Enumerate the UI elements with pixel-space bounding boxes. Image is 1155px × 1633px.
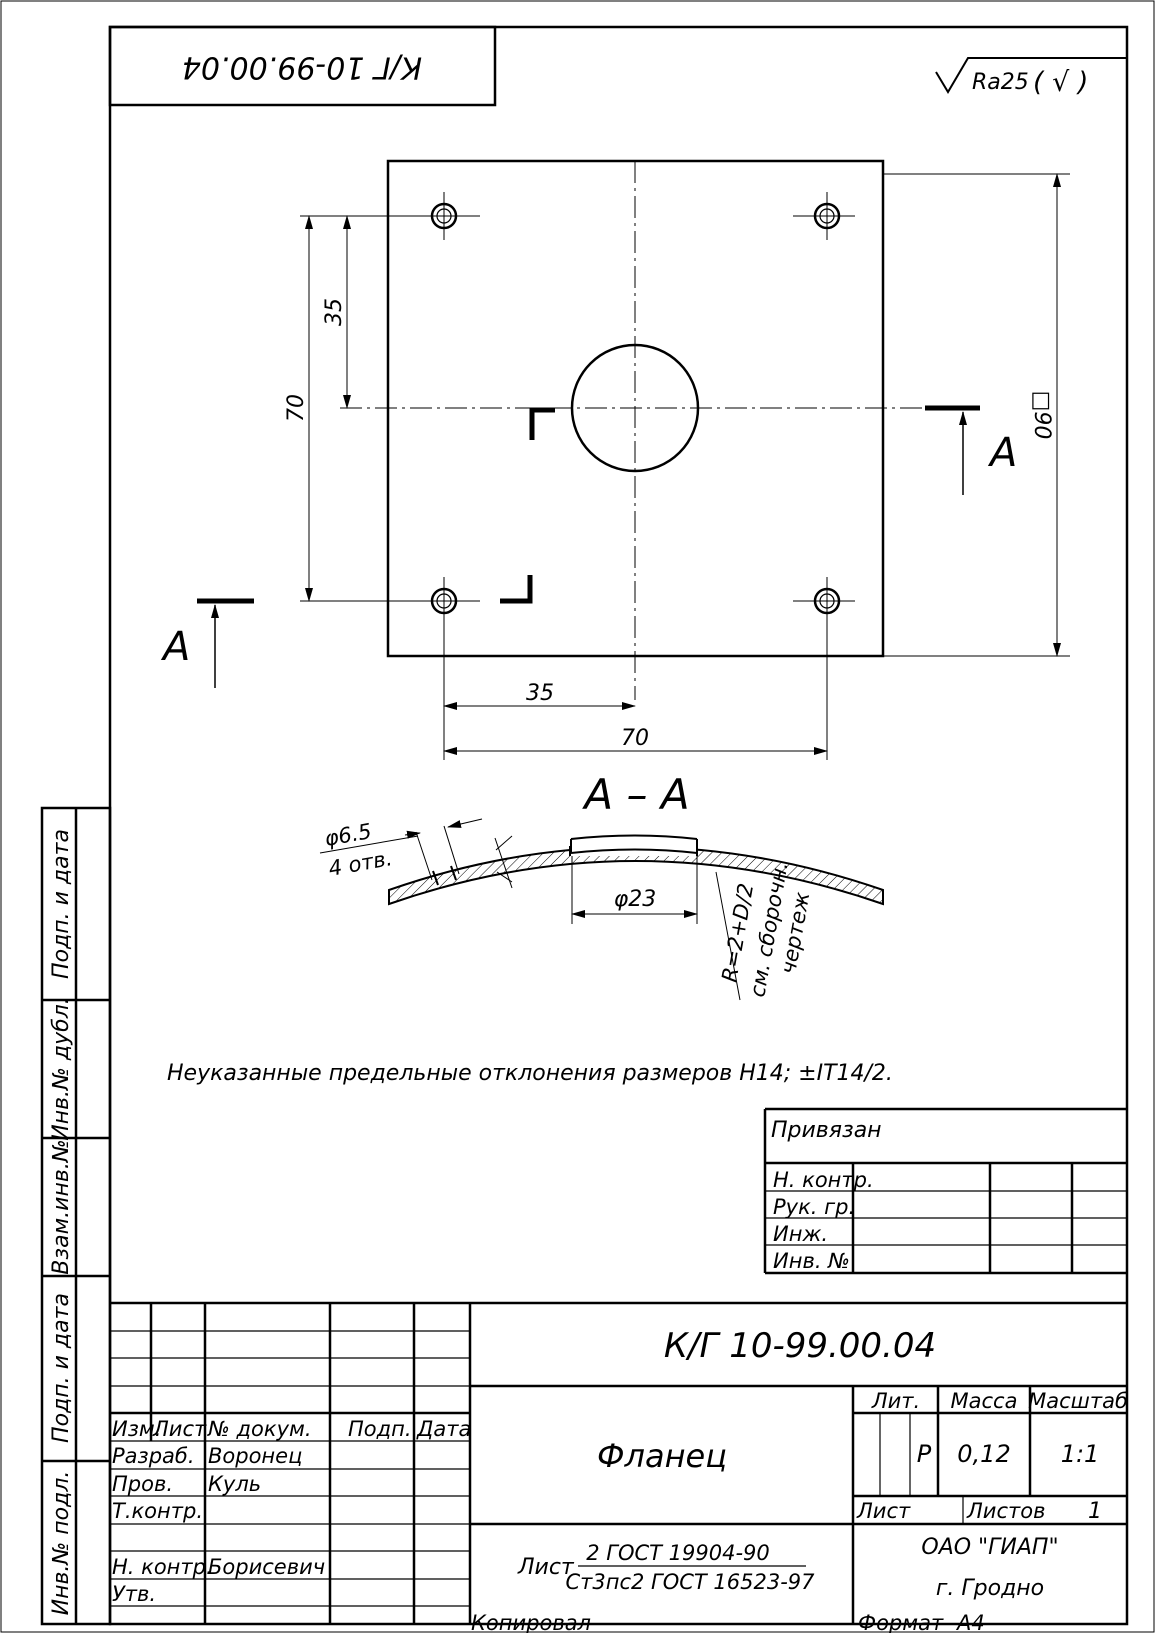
binding-title: Привязан: [771, 1118, 882, 1143]
side-label-3: Взам.инв.№: [49, 1139, 74, 1274]
corner-holes: [420, 192, 855, 625]
hdr-doc: № докум.: [207, 1417, 312, 1441]
side-label-2: Инв.№ дубл.: [49, 997, 74, 1141]
section-view: А – А φ6.5 4 отв. φ23 R=2+D/2 см. сбороч…: [319, 770, 884, 1001]
section-label-right: А: [987, 430, 1017, 476]
tolerance-note: Неуказанные предельные отклонения размер…: [167, 1061, 893, 1086]
center-hole: [570, 343, 700, 473]
dim-h35: 35: [526, 681, 554, 706]
role-razrab: Разраб.: [112, 1444, 195, 1468]
hdr-izm: Изм.: [112, 1417, 161, 1441]
dim-h70: 70: [621, 726, 649, 751]
role-nkontr: Н. контр.: [112, 1555, 213, 1579]
scale-value: 1:1: [1061, 1440, 1100, 1468]
scale-header: Масштаб: [1028, 1389, 1128, 1413]
role-prov: Пров.: [112, 1472, 173, 1496]
material-bottom: Ст3пс2 ГОСТ 16523-97: [565, 1570, 815, 1594]
name-prov: Куль: [208, 1472, 261, 1496]
dim-v35: 35: [322, 298, 347, 326]
mass-header: Масса: [951, 1389, 1018, 1413]
dim-v70: 70: [284, 394, 309, 422]
footer: Копировал Формат А4: [471, 1611, 985, 1633]
part-name: Фланец: [597, 1437, 727, 1475]
org-name: ОАО "ГИАП": [921, 1535, 1058, 1560]
side-label-1: Подп. и дата: [49, 829, 74, 979]
side-label-4: Подп. и дата: [49, 1293, 74, 1443]
doc-number: К/Г 10-99.00.04: [664, 1326, 936, 1366]
rotated-stamp-text: К/Г 10-99.00.04: [182, 50, 422, 85]
role-utv: Утв.: [112, 1582, 156, 1606]
name-nkontr: Борисевич: [208, 1555, 325, 1579]
hdr-date: Дата: [416, 1417, 471, 1441]
lit-value: Р: [917, 1440, 932, 1468]
name-razrab: Воронец: [208, 1444, 302, 1468]
section-hole-dia: φ6.5: [323, 819, 374, 851]
section-holes-count: 4 отв.: [327, 846, 394, 881]
binding-block: Привязан Н. контр. Рук. гр. Инж. Инв. №: [763, 1107, 1127, 1275]
roughness-value: Ra25: [972, 70, 1029, 95]
hdr-list: Лист: [152, 1417, 207, 1441]
binding-row-2: Рук. гр.: [773, 1195, 855, 1219]
side-strip: Подп. и дата Инв.№ дубл. Взам.инв.№ Подп…: [40, 806, 112, 1626]
footer-copied: Копировал: [471, 1611, 591, 1633]
section-title: А – А: [581, 770, 689, 819]
org-city: г. Гродно: [936, 1576, 1044, 1601]
mass-value: 0,12: [957, 1440, 1010, 1468]
sheets-label: Листов: [966, 1499, 1045, 1523]
dim-square-90: □90: [1029, 391, 1054, 440]
sheets-value: 1: [1088, 1499, 1102, 1524]
section-label-left: А: [160, 624, 190, 670]
material-prefix: Лист: [517, 1555, 575, 1580]
binding-row-1: Н. контр.: [773, 1168, 874, 1192]
roughness-mark: ( √ ): [1033, 67, 1088, 98]
binding-row-4: Инв. №: [773, 1249, 850, 1273]
sheet-label: Лист: [856, 1499, 911, 1523]
footer-format: Формат: [858, 1611, 944, 1633]
lit-header: Лит.: [871, 1389, 920, 1413]
dimensions: 70 35 35 70 □90 А А: [160, 173, 1070, 760]
material-top: 2 ГОСТ 19904-90: [586, 1541, 770, 1565]
curved-plate: [388, 846, 884, 906]
side-label-5: Инв.№ подл.: [49, 1471, 74, 1616]
plan-view: [340, 159, 925, 700]
footer-format-value: А4: [955, 1611, 985, 1633]
role-tkontr: Т.контр.: [112, 1499, 203, 1523]
binding-row-3: Инж.: [773, 1222, 828, 1246]
title-block: К/Г 10-99.00.04 Фланец Изм. Лист № докум…: [110, 1301, 1128, 1624]
rotated-stamp: К/Г 10-99.00.04: [108, 25, 497, 107]
roughness-symbol: Ra25 ( √ ): [935, 57, 1128, 98]
hdr-podp: Подп.: [348, 1417, 412, 1441]
section-center-dia: φ23: [614, 887, 657, 912]
